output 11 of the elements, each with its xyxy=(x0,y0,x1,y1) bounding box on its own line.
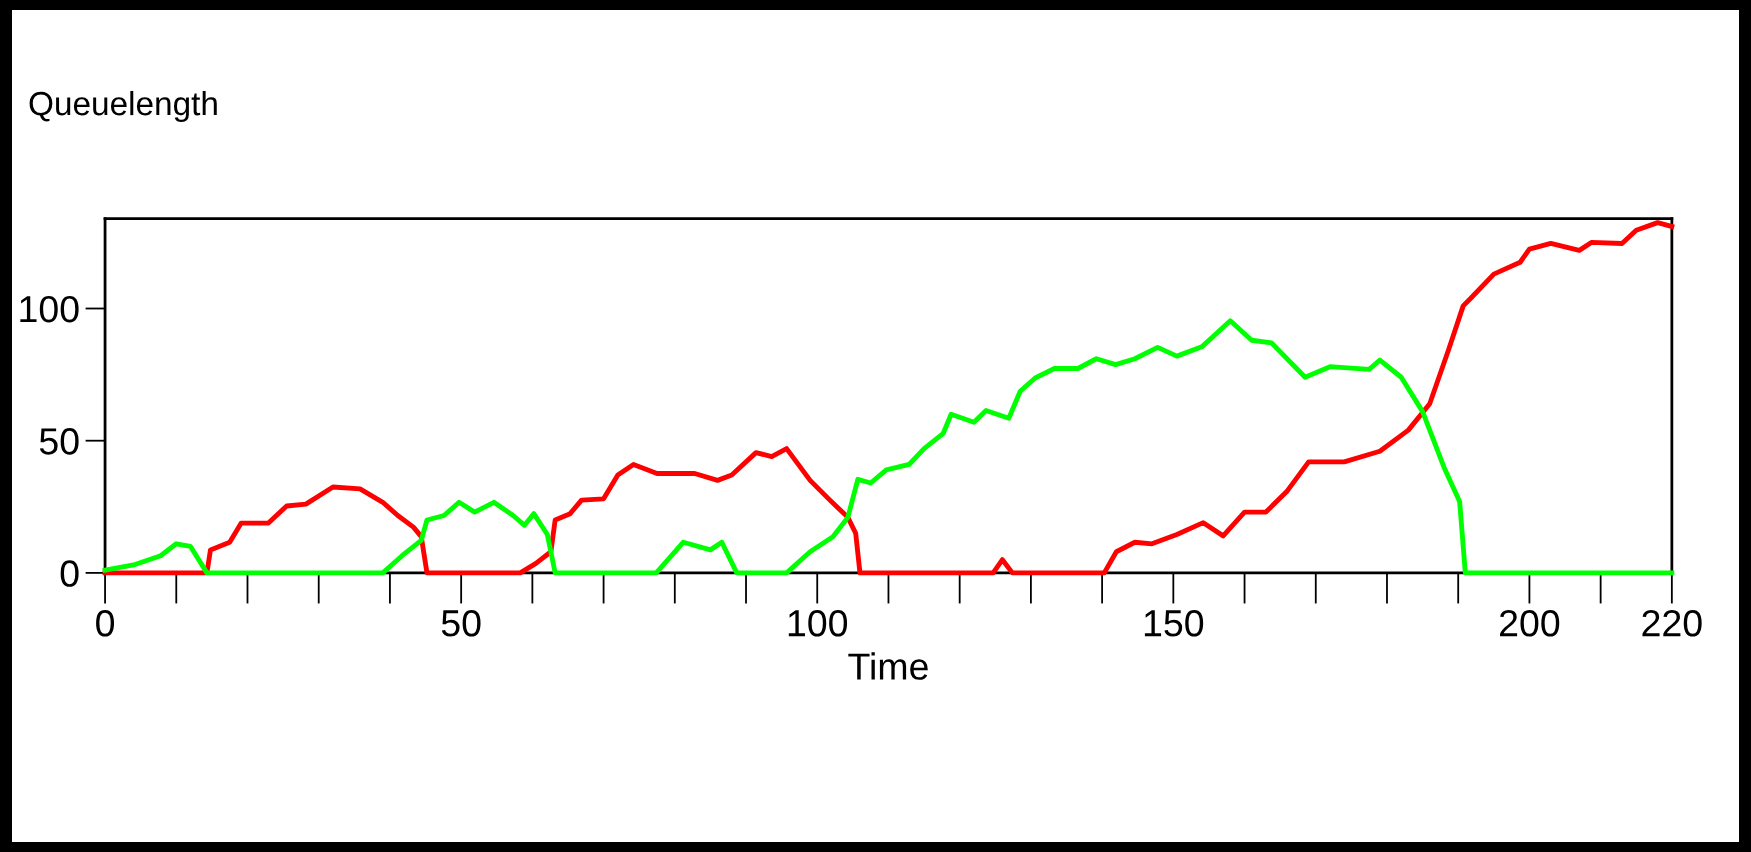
y-tick-label: 100 xyxy=(20,295,79,323)
x-tick-label: 200 xyxy=(1500,609,1560,637)
x-tick-label: 0 xyxy=(96,609,115,637)
x-tick-label: 150 xyxy=(1144,609,1204,637)
y-axis-title: Queuelength xyxy=(29,90,217,123)
x-axis-title: Time xyxy=(848,652,928,680)
x-tick-label: 100 xyxy=(788,609,848,637)
x-tick-label: 50 xyxy=(441,609,481,637)
y-tick-label: 0 xyxy=(60,560,79,587)
x-tick-label: 220 xyxy=(1642,609,1702,637)
y-tick-label: 50 xyxy=(39,428,79,455)
